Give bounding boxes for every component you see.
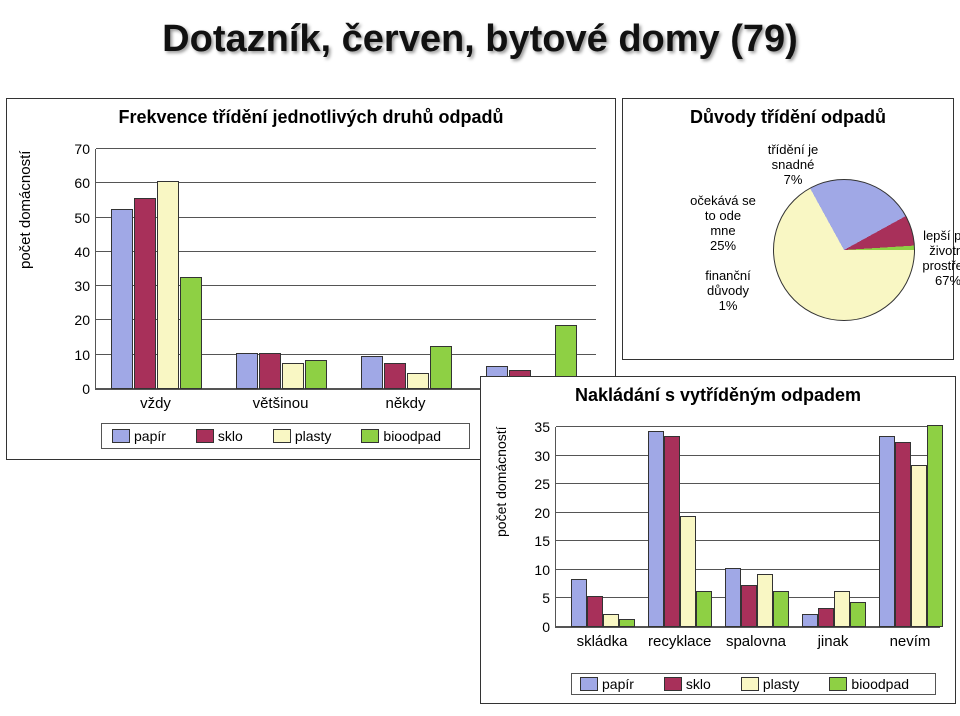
legend-item-plasty: plasty xyxy=(273,428,332,444)
bar-bioodpad xyxy=(180,277,202,389)
legend-swatch xyxy=(741,677,759,691)
bar-bioodpad xyxy=(850,602,866,627)
bar-bioodpad xyxy=(619,619,635,627)
legend-swatch xyxy=(273,429,291,443)
frequency-plot-area: 010203040506070vždyvětšinouněkdynikdy xyxy=(95,149,596,390)
bar-papir xyxy=(802,614,818,627)
legend-label: plasty xyxy=(763,676,800,692)
legend-label: sklo xyxy=(686,676,711,692)
legend-item-sklo: sklo xyxy=(196,428,243,444)
reasons-pie-title: Důvody třídění odpadů xyxy=(623,107,953,128)
legend-label: sklo xyxy=(218,428,243,444)
legend-item-plasty: plasty xyxy=(741,676,800,692)
bar-plasty xyxy=(157,181,179,389)
bar-plasty xyxy=(603,614,619,627)
y-tick-label: 30 xyxy=(534,448,550,464)
legend-swatch xyxy=(361,429,379,443)
y-tick-label: 40 xyxy=(74,244,90,260)
bar-papir xyxy=(361,356,383,389)
y-tick-label: 15 xyxy=(534,533,550,549)
waste-chart-panel: Nakládání s vytříděným odpadem počet dom… xyxy=(480,376,956,704)
slide: Dotazník, červen, bytové domy (79) Frekv… xyxy=(0,0,960,716)
bar-bioodpad xyxy=(305,360,327,389)
category-label: nevím xyxy=(879,633,941,650)
bar-plasty xyxy=(834,591,850,627)
bar-plasty xyxy=(757,574,773,627)
legend-swatch xyxy=(580,677,598,691)
category-label: recyklace xyxy=(648,633,710,650)
category-label: skládka xyxy=(571,633,633,650)
y-tick-label: 30 xyxy=(74,278,90,294)
bar-papir xyxy=(879,436,895,627)
bar-sklo xyxy=(895,442,911,627)
y-tick-label: 35 xyxy=(534,419,550,435)
bar-plasty xyxy=(911,465,927,627)
frequency-y-axis-label: počet domácností xyxy=(17,151,34,269)
bar-plasty xyxy=(282,363,304,389)
waste-plot-area: 05101520253035skládkarecyklacespalovnaji… xyxy=(555,427,940,628)
category-label: spalovna xyxy=(725,633,787,650)
legend-swatch xyxy=(664,677,682,691)
category-label: jinak xyxy=(802,633,864,650)
bar-papir xyxy=(571,579,587,627)
legend-label: bioodpad xyxy=(851,676,909,692)
legend-swatch xyxy=(829,677,847,691)
bar-sklo xyxy=(664,436,680,627)
legend-swatch xyxy=(112,429,130,443)
bar-plasty xyxy=(680,516,696,627)
category-label: vždy xyxy=(111,395,200,412)
bar-sklo xyxy=(741,585,757,627)
bar-papir xyxy=(725,568,741,627)
legend-label: papír xyxy=(134,428,166,444)
bar-plasty xyxy=(407,373,429,389)
bar-bioodpad xyxy=(430,346,452,389)
bar-papir xyxy=(648,431,664,627)
y-tick-label: 60 xyxy=(74,175,90,191)
pie-slice-label: očekává seto odemne25% xyxy=(683,194,763,254)
pie-slice-label: lepší proživotníprostředí67% xyxy=(918,229,960,289)
waste-chart-title: Nakládání s vytříděným odpadem xyxy=(481,385,955,406)
bar-papir xyxy=(236,353,258,389)
legend-label: bioodpad xyxy=(383,428,441,444)
y-tick-label: 5 xyxy=(542,590,550,606)
category-label: většinou xyxy=(236,395,325,412)
bar-papir xyxy=(111,209,133,389)
y-tick-label: 70 xyxy=(74,141,90,157)
reasons-pie-panel: Důvody třídění odpadů lepší proživotnípr… xyxy=(622,98,954,360)
pie-slice-label: finančnídůvody1% xyxy=(693,269,763,314)
legend-swatch xyxy=(196,429,214,443)
y-tick-label: 20 xyxy=(74,312,90,328)
pie-slice-label: třídění jesnadné7% xyxy=(753,143,833,188)
bar-bioodpad xyxy=(927,425,943,627)
bar-sklo xyxy=(134,198,156,389)
waste-legend: papír sklo plasty bioodpad xyxy=(571,673,936,695)
reasons-pie xyxy=(773,179,915,321)
y-tick-label: 20 xyxy=(534,505,550,521)
bar-sklo xyxy=(587,596,603,627)
category-label: někdy xyxy=(361,395,450,412)
y-tick-label: 25 xyxy=(534,476,550,492)
legend-label: plasty xyxy=(295,428,332,444)
legend-item-papir: papír xyxy=(112,428,166,444)
y-tick-label: 10 xyxy=(534,562,550,578)
y-tick-label: 10 xyxy=(74,347,90,363)
bar-bioodpad xyxy=(696,591,712,627)
bar-sklo xyxy=(818,608,834,627)
legend-item-sklo: sklo xyxy=(664,676,711,692)
legend-item-bioodpad: bioodpad xyxy=(361,428,441,444)
legend-item-papir: papír xyxy=(580,676,634,692)
frequency-chart-title: Frekvence třídění jednotlivých druhů odp… xyxy=(7,107,615,128)
bar-bioodpad xyxy=(773,591,789,627)
y-tick-label: 0 xyxy=(82,381,90,397)
bar-sklo xyxy=(259,353,281,389)
frequency-legend: papír sklo plasty bioodpad xyxy=(101,423,470,449)
legend-label: papír xyxy=(602,676,634,692)
slide-title: Dotazník, červen, bytové domy (79) xyxy=(0,18,960,61)
y-tick-label: 0 xyxy=(542,619,550,635)
y-tick-label: 50 xyxy=(74,210,90,226)
legend-item-bioodpad: bioodpad xyxy=(829,676,909,692)
bar-sklo xyxy=(384,363,406,389)
waste-y-axis-label: počet domácností xyxy=(493,426,509,537)
